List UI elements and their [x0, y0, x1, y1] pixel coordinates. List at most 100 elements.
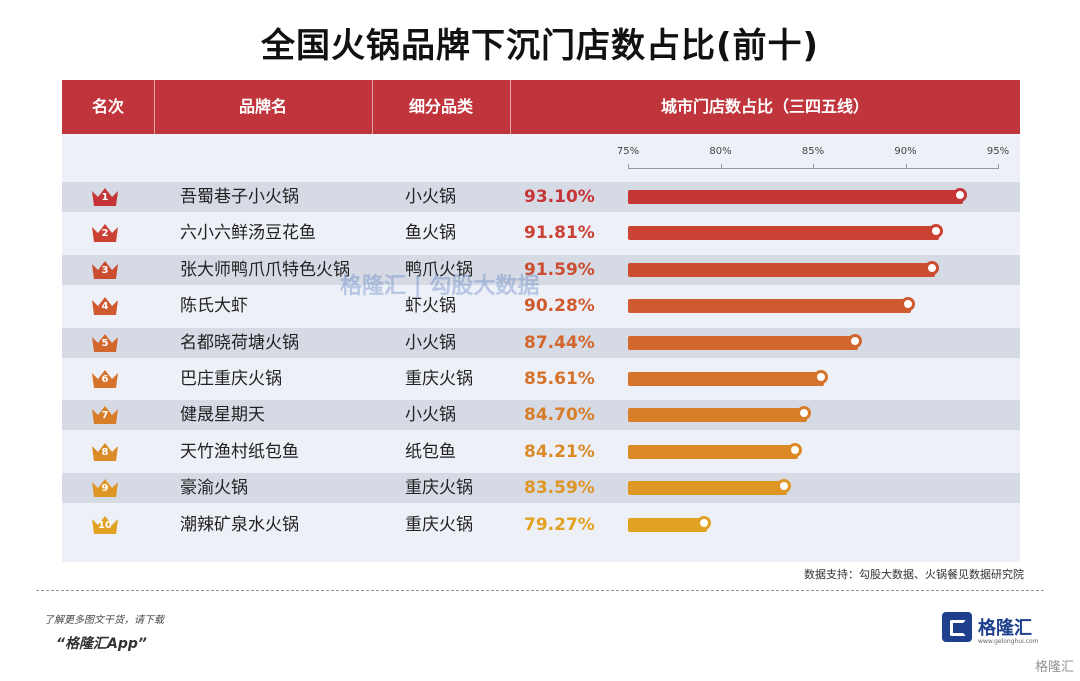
- category-label: 小火锅: [405, 187, 456, 207]
- data-label: 90.28%: [524, 296, 595, 317]
- table-row: 10 潮辣矿泉水火锅 重庆火锅 79.27%: [62, 510, 1020, 540]
- rank-number: 3: [101, 264, 109, 276]
- crown-icon: 4: [90, 294, 120, 318]
- brand-name: 吾蜀巷子小火锅: [180, 187, 299, 207]
- logo-subtext: www.gelonghui.com: [978, 638, 1039, 645]
- table-row: 4 陈氏大虾 虾火锅 90.28%: [62, 291, 1020, 321]
- data-label: 83.59%: [524, 478, 595, 499]
- crown-icon: 6: [90, 367, 120, 391]
- category-label: 纸包鱼: [405, 441, 456, 462]
- rank-number: 2: [101, 228, 109, 240]
- brand-name: 巴庄重庆火锅: [180, 369, 282, 389]
- category-label: 重庆火锅: [405, 514, 473, 535]
- chart-title: 全国火锅品牌下沉门店数占比(前十): [260, 26, 820, 66]
- table-row: 5 名都晓荷塘火锅 小火锅 87.44%: [62, 327, 1020, 358]
- category-label: 重庆火锅: [405, 478, 473, 499]
- table-row: 6 巴庄重庆火锅 重庆火锅 85.61%: [62, 364, 1020, 394]
- header-brand: 品牌名: [238, 97, 287, 116]
- x-tick-label: 85%: [801, 146, 825, 157]
- bar: [628, 372, 825, 386]
- bar-end-dot: [776, 479, 791, 494]
- rank-number: 1: [101, 192, 109, 203]
- bar: [628, 299, 911, 314]
- x-tick-mark: [813, 164, 814, 169]
- table-row: 3 张大师鸭爪爪特色火锅 鸭爪火锅 91.59%: [62, 254, 1020, 285]
- header-divider: [510, 80, 511, 134]
- rank-number: 10: [98, 519, 112, 531]
- bar-end-dot: [814, 370, 829, 384]
- crown-icon: 8: [90, 440, 120, 464]
- bar-end-dot: [696, 515, 711, 530]
- brand-name: 潮辣矿泉水火锅: [180, 514, 299, 535]
- rank-number: 7: [101, 410, 109, 422]
- bar: [628, 408, 808, 423]
- crown-icon: 5: [90, 331, 120, 355]
- x-tick-label: 80%: [709, 146, 732, 157]
- crown-icon: 2: [90, 221, 120, 245]
- crown-icon: 3: [90, 258, 120, 282]
- category-label: 鸭爪火锅: [405, 259, 473, 280]
- source-note: 数据支持：勾股大数据、火锅餐见数据研究院: [804, 568, 1024, 581]
- data-label: 85.61%: [524, 369, 595, 389]
- brand-name: 张大师鸭爪爪特色火锅: [180, 259, 350, 280]
- category-label: 虾火锅: [405, 296, 456, 317]
- brand-name: 健晟星期天: [180, 405, 265, 426]
- header-rank: 名次: [91, 97, 124, 116]
- rank-number: 6: [101, 374, 109, 385]
- bar-end-dot: [924, 260, 939, 275]
- logo-text: 格隆汇: [978, 618, 1032, 639]
- watermark-center: 格隆汇 | 勾股大数据: [340, 274, 540, 299]
- bar-end-dot: [952, 188, 967, 202]
- crown-icon: 7: [90, 403, 120, 427]
- x-tick-mark: [998, 164, 999, 169]
- brand-name: 豪渝火锅: [180, 478, 248, 499]
- table-row: 8 天竹渔村纸包鱼 纸包鱼 84.21%: [62, 437, 1020, 467]
- category-label: 小火锅: [405, 332, 456, 353]
- data-label: 79.27%: [524, 514, 595, 535]
- brand-name: 六小六鲜汤豆花鱼: [180, 223, 316, 244]
- category-label: 鱼火锅: [405, 223, 456, 244]
- promo-line-2: “格隆汇App”: [56, 636, 147, 652]
- x-axis: 75% 80% 85% 90% 95%: [617, 146, 1009, 186]
- brand-logo: 格隆汇 www.gelonghui.com: [942, 612, 1042, 648]
- header-divider: [372, 80, 373, 134]
- bar: [628, 481, 787, 496]
- rank-number: 9: [101, 483, 109, 495]
- rank-number: 8: [101, 446, 109, 458]
- crown-icon: 1: [90, 185, 120, 209]
- brand-name: 天竹渔村纸包鱼: [180, 441, 299, 462]
- bar: [628, 517, 707, 532]
- bar: [628, 262, 935, 277]
- footer-divider: [36, 590, 1044, 591]
- bar: [628, 226, 939, 241]
- x-tick-mark: [628, 164, 629, 169]
- data-label: 93.10%: [524, 187, 595, 207]
- bar-end-dot: [900, 297, 915, 312]
- x-tick-mark: [905, 164, 907, 169]
- crown-icon: 9: [90, 476, 120, 500]
- bar-end-dot: [788, 442, 803, 457]
- header-share: 城市门店数占比（三四五线）: [660, 97, 869, 116]
- x-tick-mark: [720, 164, 722, 169]
- rank-number: 4: [101, 301, 109, 313]
- crown-icon: 10: [90, 513, 120, 537]
- header-category: 细分品类: [408, 97, 473, 116]
- header-divider: [154, 80, 155, 134]
- data-label: 91.81%: [524, 223, 595, 244]
- logo-icon: [942, 612, 972, 642]
- data-label: 87.44%: [524, 332, 595, 353]
- x-tick-label: 95%: [986, 146, 1010, 157]
- data-label: 91.59%: [524, 259, 595, 280]
- chart-panel: 名次 品牌名 细分品类 城市门店数占比（三四五线） 75% 80% 85% 90% 95…: [62, 80, 1020, 562]
- rank-number: 5: [101, 337, 109, 349]
- data-label: 84.21%: [524, 441, 595, 462]
- bar: [628, 444, 799, 459]
- watermark-corner: 格隆汇: [1034, 660, 1074, 675]
- table-header: 名次 品牌名 细分品类 城市门店数占比（三四五线）: [62, 80, 1020, 134]
- x-tick-label: 75%: [616, 146, 640, 157]
- bar-end-dot: [797, 406, 812, 421]
- category-label: 重庆火锅: [405, 369, 473, 389]
- table-row: 1 吾蜀巷子小火锅 小火锅 93.10%: [62, 182, 1020, 212]
- table-row: 9 豪渝火锅 重庆火锅 83.59%: [62, 473, 1020, 504]
- brand-name: 名都晓荷塘火锅: [180, 332, 299, 353]
